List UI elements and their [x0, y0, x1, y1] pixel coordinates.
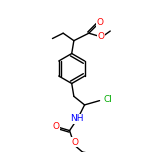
- Text: Cl: Cl: [104, 95, 112, 104]
- Text: NH: NH: [70, 114, 84, 123]
- Text: O: O: [71, 138, 78, 147]
- Text: O: O: [97, 32, 104, 41]
- Text: O: O: [96, 18, 103, 27]
- Text: O: O: [52, 122, 59, 131]
